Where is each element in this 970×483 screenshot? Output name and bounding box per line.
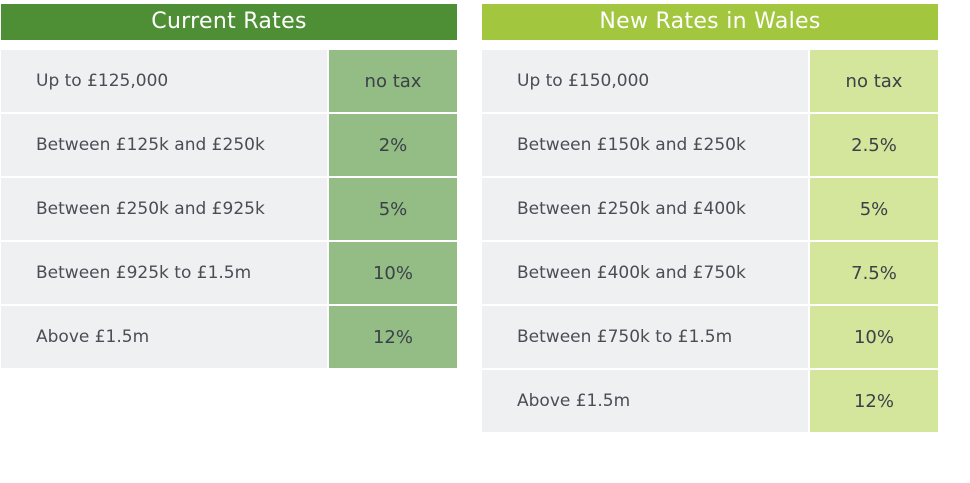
band-label: Between £925k to £1.5m [1,242,327,304]
band-label: Between £400k and £750k [482,242,808,304]
rate-value: no tax [810,50,938,112]
rate-value: 2% [329,114,457,176]
rate-value: 10% [810,306,938,368]
table-row: Between £150k and £250k 2.5% [482,114,938,176]
rate-value: 7.5% [810,242,938,304]
table-row: Between £250k and £400k 5% [482,178,938,240]
rate-value: 12% [329,306,457,368]
band-label: Up to £150,000 [482,50,808,112]
band-label: Between £750k to £1.5m [482,306,808,368]
band-label: Between £250k and £925k [1,178,327,240]
band-label: Between £150k and £250k [482,114,808,176]
table-row: Between £125k and £250k 2% [1,114,457,176]
table-row: Between £750k to £1.5m 10% [482,306,938,368]
band-label: Up to £125,000 [1,50,327,112]
table-row: Between £250k and £925k 5% [1,178,457,240]
table-row: Up to £125,000 no tax [1,50,457,112]
rate-value: 12% [810,370,938,432]
table-row: Above £1.5m 12% [1,306,457,368]
band-label: Above £1.5m [482,370,808,432]
table-row: Between £925k to £1.5m 10% [1,242,457,304]
band-label: Above £1.5m [1,306,327,368]
wales-rates-table: New Rates in Wales Up to £150,000 no tax… [482,4,938,434]
table-row: Between £400k and £750k 7.5% [482,242,938,304]
band-label: Between £250k and £400k [482,178,808,240]
table-row: Up to £150,000 no tax [482,50,938,112]
wales-rates-header: New Rates in Wales [482,4,938,40]
rate-value: 5% [810,178,938,240]
current-rates-rows: Up to £125,000 no tax Between £125k and … [1,50,457,368]
rate-value: 5% [329,178,457,240]
band-label: Between £125k and £250k [1,114,327,176]
rate-value: no tax [329,50,457,112]
rate-value: 10% [329,242,457,304]
wales-rates-rows: Up to £150,000 no tax Between £150k and … [482,50,938,432]
current-rates-header: Current Rates [1,4,457,40]
current-rates-table: Current Rates Up to £125,000 no tax Betw… [1,4,457,370]
rate-value: 2.5% [810,114,938,176]
table-row: Above £1.5m 12% [482,370,938,432]
